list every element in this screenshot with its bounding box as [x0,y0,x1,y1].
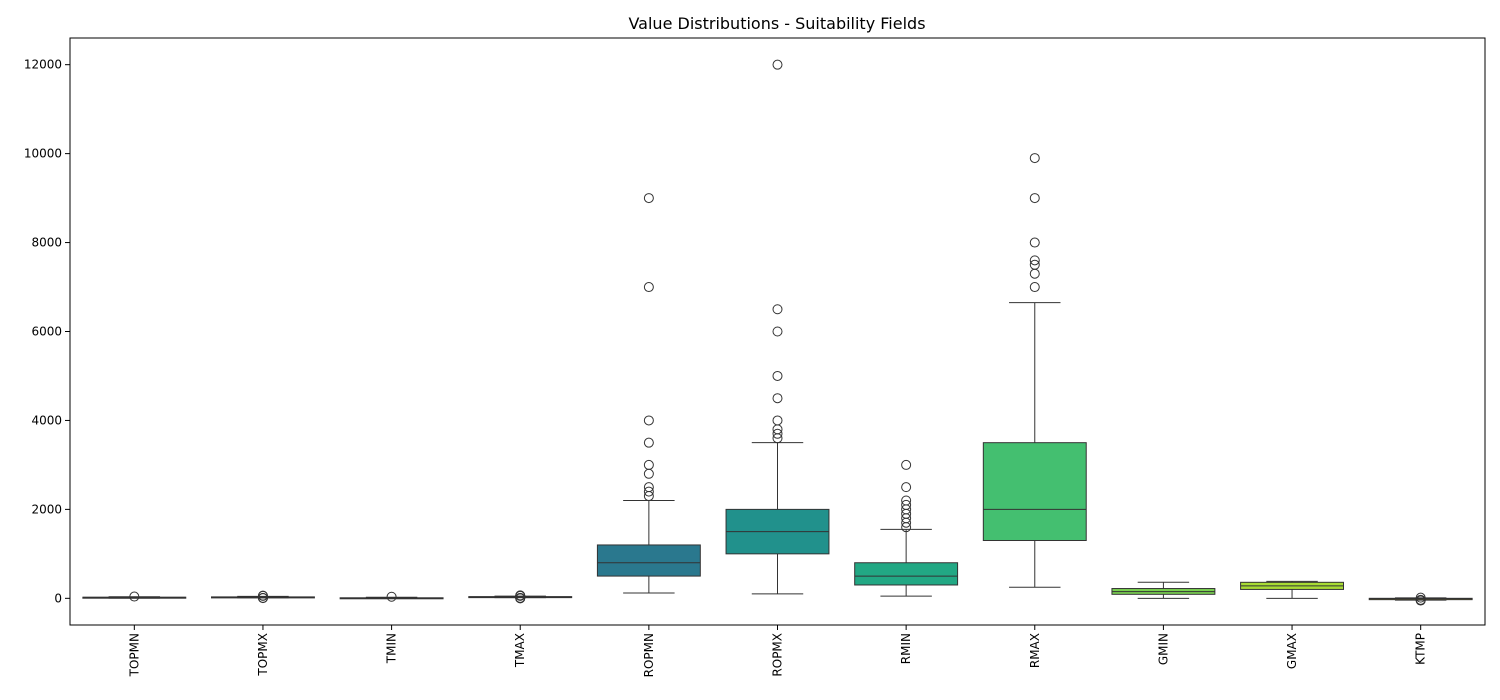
box-rmax [982,442,1087,542]
x-tick-label: TMIN [385,633,399,664]
outlier-point [643,193,654,204]
outlier-point [643,459,654,470]
y-tick-label: 6000 [31,325,62,339]
outlier-point [643,437,654,448]
x-tick-label: RMAX [1028,633,1042,668]
y-tick-label: 12000 [24,58,62,72]
outlier-point [1415,592,1426,603]
outlier-point [1029,259,1040,270]
x-tick-label: TOPMN [127,633,141,677]
x-tick-label: ROPMN [642,633,656,677]
x-tick-label: ROPMX [771,633,785,677]
outlier-point [1029,153,1040,164]
outlier-point [772,428,783,439]
outlier-point [772,304,783,315]
outlier-point [901,482,912,493]
outlier-point [643,282,654,293]
outlier-point [643,415,654,426]
outlier-point [1029,255,1040,266]
x-tick-label: GMIN [1156,633,1170,665]
y-tick-label: 0 [54,591,62,605]
x-tick-label: KTMP [1414,633,1428,665]
outlier-point [1029,193,1040,204]
outlier-point [772,415,783,426]
outlier-point [772,393,783,404]
x-tick-label: TMAX [513,633,527,668]
outlier-point [386,591,397,602]
outlier-point [643,482,654,493]
y-tick-label: 10000 [24,147,62,161]
x-tick-label: GMAX [1285,633,1299,669]
outlier-point [643,486,654,497]
outlier-point [901,499,912,510]
outlier-point [129,591,140,602]
axes-frame [69,37,1486,626]
box-ropmn [596,544,701,577]
box-rmin [854,562,959,586]
x-tick-label: RMIN [899,633,913,664]
outlier-point [1029,237,1040,248]
chart-title: Value Distributions - Suitability Fields [628,14,925,33]
y-tick-label: 8000 [31,236,62,250]
outlier-point [772,370,783,381]
y-tick-label: 2000 [31,502,62,516]
outlier-point [901,495,912,506]
y-tick-label: 4000 [31,413,62,427]
outlier-point [901,459,912,470]
x-tick-label: TOPMX [256,633,270,677]
outlier-point [1415,594,1426,605]
outlier-point [1029,282,1040,293]
plot-area: 0 2000 4000 6000 8000 10000 12000 TOPMN TOPMX TMI… [24,37,1486,677]
outlier-point [772,59,783,70]
outlier-point [772,326,783,337]
outlier-point [515,590,526,601]
outlier-point [257,590,268,601]
